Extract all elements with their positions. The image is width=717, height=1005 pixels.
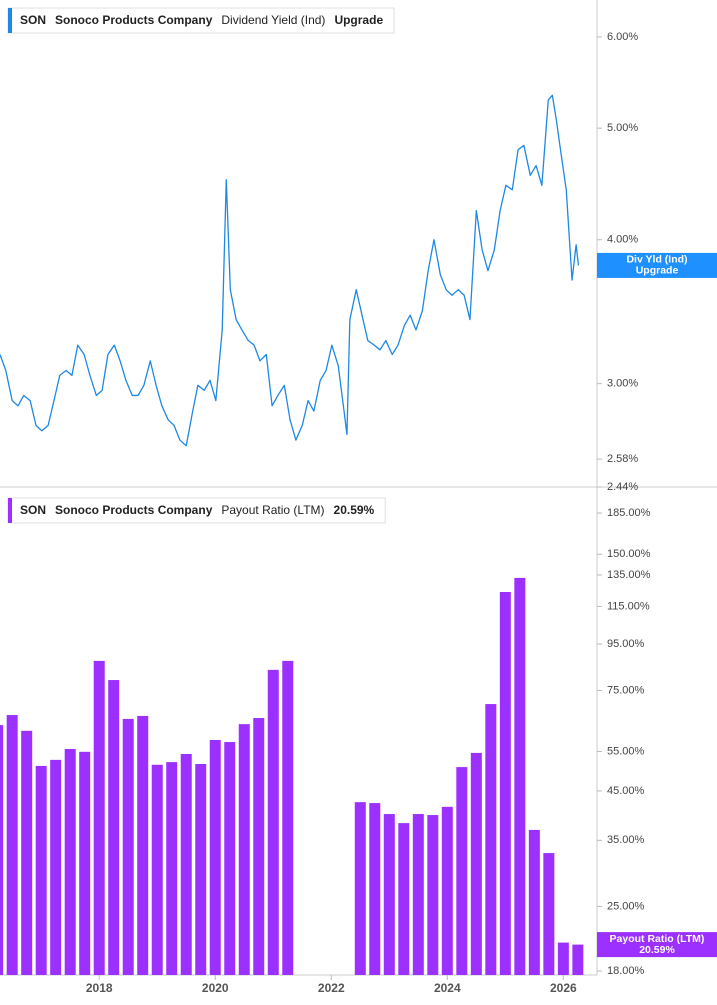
- legend-ticker: SON: [20, 503, 46, 517]
- bar: [282, 660, 294, 975]
- bar: [383, 814, 395, 975]
- bar: [151, 764, 163, 975]
- y-tick-label: 45.00%: [607, 785, 645, 797]
- value-badge: [597, 932, 717, 958]
- x-tick-label: 2026: [550, 981, 577, 995]
- bar: [195, 764, 207, 975]
- y-tick-label: 18.00%: [607, 965, 645, 977]
- y-tick-label: 4.00%: [607, 234, 638, 246]
- bar: [224, 742, 236, 975]
- bar: [93, 660, 105, 975]
- badge-label: Div Yld (Ind): [626, 254, 687, 266]
- bar: [369, 803, 381, 975]
- bar: [572, 944, 584, 975]
- bar: [485, 704, 497, 975]
- bar: [412, 814, 424, 975]
- bar: [79, 751, 91, 975]
- x-tick-label: 2020: [202, 981, 229, 995]
- y-tick-label: 35.00%: [607, 834, 645, 846]
- bar: [354, 802, 366, 975]
- plot-area: [0, 577, 584, 975]
- y-tick-label: 115.00%: [607, 600, 650, 612]
- legend-value: 20.59%: [334, 503, 375, 517]
- y-tick-label: 185.00%: [607, 507, 651, 519]
- bar: [108, 680, 120, 975]
- x-tick-label: 2018: [86, 981, 113, 995]
- bar: [180, 753, 192, 975]
- bar: [50, 759, 62, 975]
- badge-label: Payout Ratio (LTM): [610, 933, 705, 945]
- y-tick-label: 2.44%: [607, 481, 638, 493]
- bar: [514, 577, 526, 975]
- bar: [499, 591, 511, 975]
- bar: [528, 829, 540, 975]
- y-tick-label: 75.00%: [607, 684, 645, 696]
- legend-ticker: SON: [20, 13, 46, 27]
- y-tick-label: 2.58%: [607, 453, 638, 465]
- y-tick-label: 25.00%: [607, 900, 645, 912]
- bar: [441, 806, 453, 975]
- bar: [122, 718, 134, 975]
- legend: SON Sonoco Products Company Dividend Yield…: [7, 7, 395, 34]
- value-badge: [597, 252, 717, 278]
- badge-value: 20.59%: [639, 944, 675, 956]
- x-tick-label: 2024: [434, 981, 461, 995]
- y-tick-label: 3.00%: [607, 378, 638, 390]
- bar: [470, 752, 482, 975]
- legend-series-name: Dividend Yield (Ind): [221, 13, 325, 27]
- legend-company: Sonoco Products Company: [55, 13, 213, 27]
- bar: [427, 815, 439, 975]
- bar: [238, 724, 250, 975]
- line-series: [0, 94, 580, 447]
- bar: [166, 762, 178, 975]
- bar: [253, 718, 265, 975]
- bar: [557, 942, 569, 975]
- y-tick-label: 5.00%: [607, 122, 638, 134]
- bar: [456, 767, 468, 975]
- bar: [543, 853, 555, 975]
- bar: [398, 823, 410, 975]
- bar: [137, 715, 149, 975]
- bar: [21, 730, 33, 975]
- legend-box: [7, 7, 395, 34]
- y-tick-label: 6.00%: [607, 31, 638, 43]
- bar: [6, 715, 18, 975]
- legend-box: [7, 497, 386, 524]
- x-tick-label: 2022: [318, 981, 345, 995]
- y-tick-label: 135.00%: [607, 569, 651, 581]
- y-tick-label: 150.00%: [607, 548, 651, 560]
- legend-swatch: [8, 8, 12, 33]
- legend-company: Sonoco Products Company: [55, 503, 213, 517]
- bar: [267, 669, 279, 975]
- bar: [209, 740, 221, 975]
- legend: SON Sonoco Products Company Payout Ratio (…: [7, 497, 386, 524]
- bar: [0, 725, 4, 975]
- legend-swatch: [8, 498, 12, 523]
- bar: [64, 748, 76, 975]
- bar: [35, 765, 47, 975]
- legend-status: Upgrade: [334, 13, 383, 27]
- badge-value: Upgrade: [636, 265, 679, 277]
- legend-series-name: Payout Ratio (LTM): [221, 503, 324, 517]
- y-tick-label: 95.00%: [607, 638, 645, 650]
- plot-area: [0, 94, 580, 447]
- y-tick-label: 55.00%: [607, 745, 645, 757]
